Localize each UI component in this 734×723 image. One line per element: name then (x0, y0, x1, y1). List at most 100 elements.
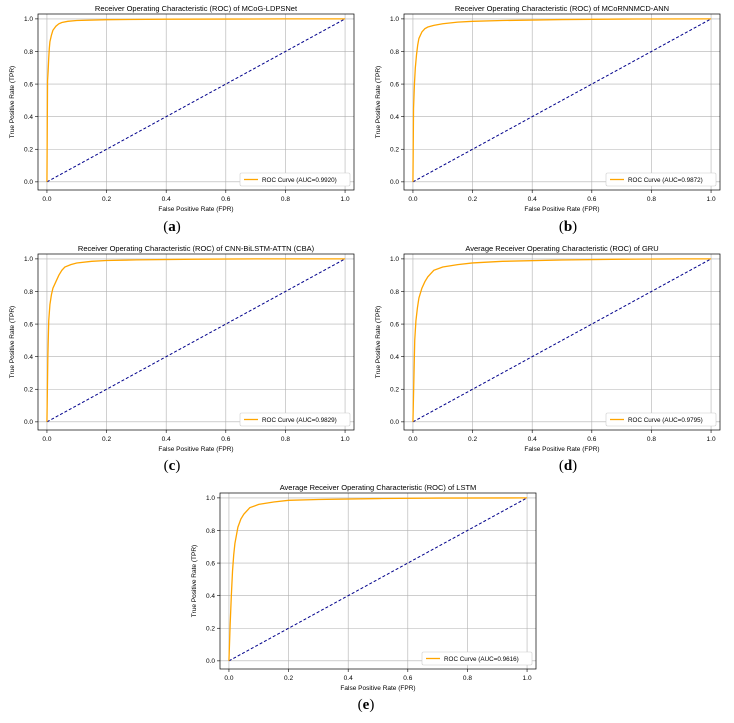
x-tick-label: 0.2 (102, 436, 111, 443)
x-axis-label: False Positive Rate (FPR) (524, 206, 599, 213)
y-tick-label: 0.0 (24, 419, 33, 426)
y-tick-label: 0.8 (390, 49, 399, 56)
plot-area (404, 254, 720, 430)
legend-label: ROC Curve (AUC=0.9872) (628, 177, 703, 184)
plot-frame (403, 253, 721, 431)
x-tick-label: 1.0 (341, 196, 350, 203)
x-tick-label: 0.0 (408, 436, 417, 443)
y-tick-label: 0.6 (390, 81, 399, 88)
roc-chart-b-svg: Receiver Operating Characteristic (ROC) … (375, 4, 721, 213)
y-tick-label: 0.2 (24, 147, 33, 154)
y-tick-label: 0.8 (206, 528, 215, 535)
caption-e: (e) (357, 697, 375, 713)
y-tick-label: 0.6 (24, 81, 33, 88)
y-tick-label: 0.0 (24, 179, 33, 186)
roc-chart-a-svg: Receiver Operating Characteristic (ROC) … (9, 4, 355, 213)
x-tick-label: 1.0 (523, 675, 532, 682)
legend-label: ROC Curve (AUC=0.9616) (444, 656, 519, 663)
x-tick-label: 0.0 (42, 436, 51, 443)
legend-box (605, 172, 717, 187)
y-tick-label: 0.2 (390, 387, 399, 394)
x-tick-label: 0.8 (647, 196, 656, 203)
legend-box (239, 172, 351, 187)
legend-box (239, 412, 351, 427)
y-tick-label: 0.2 (206, 626, 215, 633)
y-tick-label: 0.6 (206, 560, 215, 567)
chart-title: Receiver Operating Characteristic (ROC) … (78, 244, 315, 253)
caption-c-letter: c (168, 458, 176, 474)
y-tick-label: 1.0 (206, 495, 215, 502)
x-tick-label: 1.0 (707, 196, 716, 203)
plot-area (404, 14, 720, 190)
roc-chart-c: Receiver Operating Characteristic (ROC) … (4, 242, 364, 457)
plot-area (38, 254, 354, 430)
chart-title: Average Receiver Operating Characteristi… (280, 483, 477, 492)
y-tick-label: 0.2 (390, 147, 399, 154)
x-tick-label: 0.4 (344, 675, 353, 682)
roc-chart-c-svg: Receiver Operating Characteristic (ROC) … (9, 244, 355, 453)
plot-area (220, 493, 536, 669)
plot-frame (403, 13, 721, 191)
legend-label: ROC Curve (AUC=0.9829) (262, 417, 337, 424)
roc-chart-e: Average Receiver Operating Characteristi… (186, 481, 546, 696)
y-tick-label: 0.0 (390, 179, 399, 186)
y-tick-label: 0.4 (390, 114, 399, 121)
y-tick-label: 0.4 (390, 354, 399, 361)
caption-b-letter: b (563, 219, 573, 235)
chart-title: Receiver Operating Characteristic (ROC) … (455, 4, 669, 13)
diagonal-reference-line (412, 258, 712, 423)
plot-frame (219, 492, 537, 670)
y-tick-label: 1.0 (390, 16, 399, 23)
y-tick-label: 0.2 (24, 387, 33, 394)
diagonal-reference-line (228, 497, 528, 662)
x-tick-label: 0.8 (463, 675, 472, 682)
caption-d: (d) (558, 458, 578, 474)
legend-label: ROC Curve (AUC=0.9920) (262, 177, 337, 184)
caption-b: (b) (558, 219, 578, 235)
x-axis-label: False Positive Rate (FPR) (158, 206, 233, 213)
roc-chart-d: Average Receiver Operating Characteristi… (370, 242, 730, 457)
y-tick-label: 1.0 (24, 16, 33, 23)
y-axis-label: True Positive Rate (TPR) (375, 306, 382, 378)
roc-chart-a: Receiver Operating Characteristic (ROC) … (4, 2, 364, 217)
x-tick-label: 0.2 (468, 436, 477, 443)
y-tick-label: 0.0 (206, 658, 215, 665)
legend-box (421, 651, 533, 666)
x-tick-label: 0.4 (162, 436, 171, 443)
x-tick-label: 0.8 (647, 436, 656, 443)
x-tick-label: 0.8 (281, 436, 290, 443)
y-tick-label: 0.4 (24, 114, 33, 121)
x-tick-label: 0.0 (42, 196, 51, 203)
x-tick-label: 0.8 (281, 196, 290, 203)
y-tick-label: 1.0 (24, 256, 33, 263)
roc-chart-d-svg: Average Receiver Operating Characteristi… (375, 244, 721, 453)
plot-frame (37, 253, 355, 431)
x-tick-label: 1.0 (341, 436, 350, 443)
caption-d-letter: d (563, 458, 573, 474)
roc-curve-line (412, 18, 712, 182)
roc-curve-line (228, 497, 528, 661)
x-tick-label: 0.2 (102, 196, 111, 203)
roc-chart-e-svg: Average Receiver Operating Characteristi… (191, 483, 537, 692)
plot-area (38, 14, 354, 190)
y-axis-label: True Positive Rate (TPR) (191, 545, 198, 617)
x-tick-label: 0.4 (528, 196, 537, 203)
x-tick-label: 0.0 (224, 675, 233, 682)
x-axis-label: False Positive Rate (FPR) (158, 446, 233, 453)
caption-a-letter: a (168, 219, 176, 235)
diagonal-reference-line (46, 18, 346, 183)
x-tick-label: 0.6 (587, 196, 596, 203)
y-tick-label: 0.6 (390, 321, 399, 328)
caption-c: (c) (163, 458, 181, 474)
diagonal-reference-line (46, 258, 346, 423)
x-tick-label: 0.0 (408, 196, 417, 203)
x-tick-label: 0.6 (587, 436, 596, 443)
roc-curve-line (46, 258, 346, 422)
y-tick-label: 1.0 (390, 256, 399, 263)
caption-a: (a) (163, 219, 181, 235)
x-tick-label: 0.4 (528, 436, 537, 443)
y-tick-label: 0.4 (24, 354, 33, 361)
roc-curve-line (412, 258, 712, 422)
x-tick-label: 0.6 (221, 436, 230, 443)
x-tick-label: 0.4 (162, 196, 171, 203)
